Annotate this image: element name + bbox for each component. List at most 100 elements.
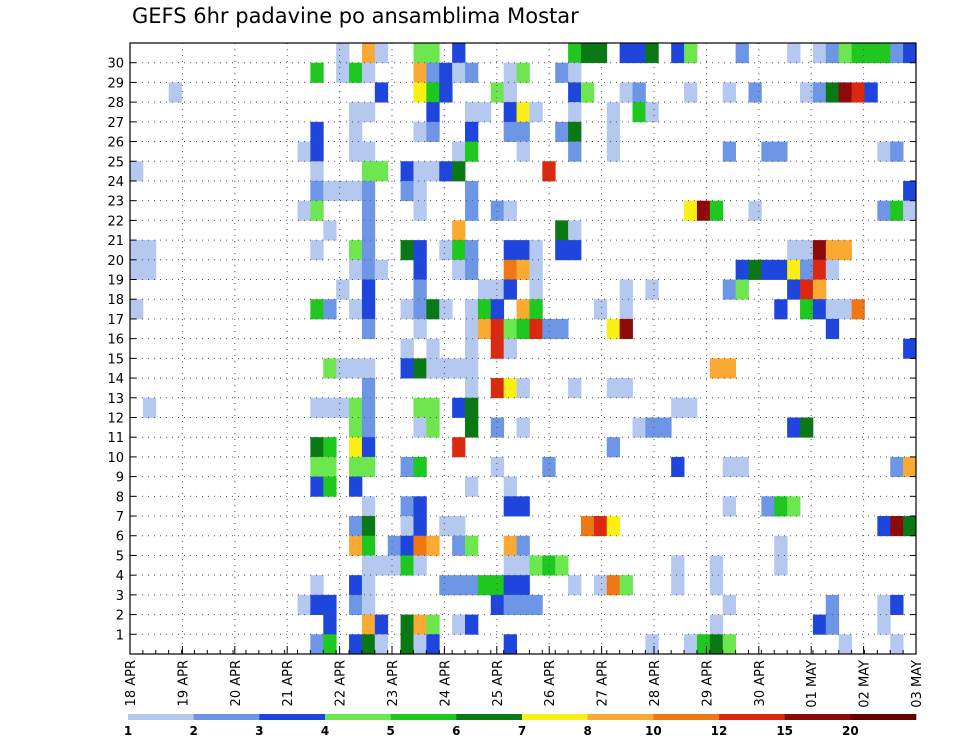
heatmap-cell [800,417,814,438]
y-tick-label: 13 [107,392,124,407]
heatmap-cell [400,358,414,379]
heatmap-cell [671,456,685,478]
heatmap-cell [800,279,814,300]
heatmap-cell [490,279,505,300]
heatmap-cell [297,594,311,615]
x-tick-label: 25 APR [491,660,506,706]
heatmap-cell [400,161,414,182]
heatmap-cell [465,141,479,162]
heatmap-cell [735,43,749,64]
colorbar-swatch [653,714,720,720]
heatmap-cell [748,82,762,103]
heatmap-cell [168,82,182,103]
heatmap-cell [529,299,543,320]
heatmap-cell [606,575,621,596]
heatmap-cell [361,594,376,615]
y-tick-label: 12 [107,411,124,426]
heatmap-cell [400,456,414,478]
heatmap-cell [490,338,505,359]
heatmap-cell [361,555,376,576]
heatmap-cell [349,634,363,655]
heatmap-cell [413,82,427,103]
heatmap-cell [452,240,466,261]
heatmap-cell [735,456,749,478]
heatmap-cell [374,43,389,64]
heatmap-cell [503,378,517,399]
heatmap-cell [465,358,479,379]
heatmap-cell [426,299,440,320]
heatmap-cell [555,220,569,241]
x-tick-label: 18 APR [124,660,139,706]
colorbar-label: 12 [711,724,728,738]
heatmap-cell [413,535,427,556]
x-tick-label: 29 APR [700,660,715,706]
heatmap-cell [851,82,865,103]
heatmap-cell [400,496,414,517]
colorbar: 1 2 3 4 5 6 7 8 10 12 15 20 [124,714,917,738]
heatmap-cell [503,555,517,576]
heatmap-cell [349,259,363,280]
heatmap-cell [748,259,762,280]
heatmap-cell [838,43,852,64]
heatmap-cell [684,397,698,418]
colorbar-label: 20 [842,724,859,738]
heatmap-cell [619,299,633,320]
y-tick-label: 28 [107,96,124,111]
heatmap-cell [349,476,363,497]
heatmap-cell [516,555,530,576]
heatmap-cell [323,220,337,241]
heatmap-cell [310,200,324,221]
heatmap-cell [619,575,633,596]
colorbar-swatch [784,714,851,720]
x-tick-label: 21 APR [281,660,296,706]
heatmap-cell [606,516,621,537]
heatmap-cell [800,240,814,261]
heatmap-cell [490,575,505,596]
heatmap-cell [761,496,775,517]
heatmap-cell [323,634,337,655]
heatmap-cell [323,476,337,497]
heatmap-cell [465,417,479,438]
heatmap-cell [787,43,801,64]
heatmap-cell [593,516,608,537]
heatmap-cell [426,121,440,142]
heatmap-cell [825,614,840,635]
heatmap-cell [142,259,157,280]
heatmap-cell [413,516,427,537]
colorbar-label: 2 [189,724,197,738]
heatmap-cell [890,594,904,615]
heatmap-cell [709,614,724,635]
heatmap-cell [465,338,479,359]
colorbar-swatch [128,714,194,720]
heatmap-cell [529,240,543,261]
heatmap-cell [529,318,543,340]
heatmap-cell [903,516,917,537]
heatmap-cell [516,378,530,399]
heatmap-cell [877,200,891,221]
heatmap-cell [310,141,324,162]
heatmap-cell [825,43,840,64]
heatmap-cell [361,220,376,241]
heatmap-cell [426,397,440,418]
heatmap-cell [452,62,466,83]
heatmap-cell [568,575,582,596]
y-tick-label: 16 [107,333,124,348]
heatmap-cell [516,299,530,320]
heatmap-cell [812,279,827,300]
heatmap-cell [568,62,582,83]
heatmap-cell [838,634,852,655]
colorbar-swatch [259,714,326,720]
heatmap-cell [877,614,891,635]
heatmap-cell [349,456,363,478]
colorbar-swatch [193,714,260,720]
heatmap-cell [465,62,479,83]
heatmap-cell [452,141,466,162]
y-tick-label: 14 [107,372,124,387]
heatmap-cell [310,62,324,83]
heatmap-cell [800,259,814,280]
heatmap-cell [580,516,595,537]
heatmap-cell [336,279,350,300]
heatmap-cell [130,259,144,280]
heatmap-cell [452,575,466,596]
y-tick-label: 30 [107,57,124,72]
